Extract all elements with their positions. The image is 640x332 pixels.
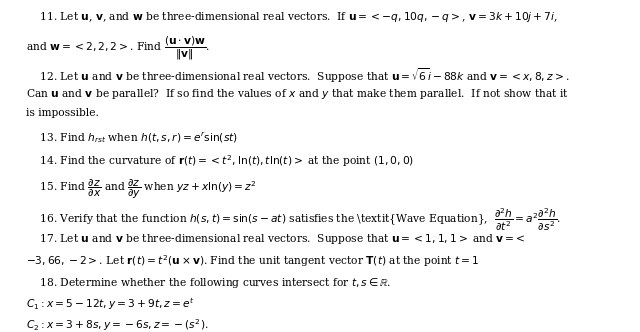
- Text: 11. Let $\mathbf{u}$, $\mathbf{v}$, and $\mathbf{w}$ be three-dimensional real v: 11. Let $\mathbf{u}$, $\mathbf{v}$, and …: [26, 10, 557, 24]
- Text: 16. Verify that the function $h(s,t) = \sin(s-at)$ satisfies the \textit{Wave Eq: 16. Verify that the function $h(s,t) = \…: [26, 207, 561, 233]
- Text: $-3,66,-2>$. Let $\mathbf{r}(t) = t^2(\mathbf{u}\times\mathbf{v})$. Find the uni: $-3,66,-2>$. Let $\mathbf{r}(t) = t^2(\m…: [26, 253, 479, 269]
- Text: 13. Find $h_{rst}$ when $h(t,s,r) = e^r\mathrm{sin}(st)$: 13. Find $h_{rst}$ when $h(t,s,r) = e^r\…: [26, 130, 237, 145]
- Text: 17. Let $\mathbf{u}$ and $\mathbf{v}$ be three-dimensional real vectors.  Suppos: 17. Let $\mathbf{u}$ and $\mathbf{v}$ be…: [26, 232, 525, 246]
- Text: 14. Find the curvature of $\mathbf{r}(t) =<t^2, \mathrm{ln}(t), t\mathrm{ln}(t)>: 14. Find the curvature of $\mathbf{r}(t)…: [26, 153, 413, 169]
- Text: 12. Let $\mathbf{u}$ and $\mathbf{v}$ be three-dimensional real vectors.  Suppos: 12. Let $\mathbf{u}$ and $\mathbf{v}$ be…: [26, 66, 569, 85]
- Text: $C_1: x = 5-12t, y = 3+9t, z = e^t$: $C_1: x = 5-12t, y = 3+9t, z = e^t$: [26, 296, 195, 312]
- Text: 18. Determine whether the following curves intersect for $t,s\in\mathbb{R}$.: 18. Determine whether the following curv…: [26, 276, 391, 290]
- Text: Can $\mathbf{u}$ and $\mathbf{v}$ be parallel?  If so find the values of $x$ and: Can $\mathbf{u}$ and $\mathbf{v}$ be par…: [26, 87, 568, 101]
- Text: is impossible.: is impossible.: [26, 108, 99, 118]
- Text: and $\mathbf{w} =<2,2,2>$. Find $\dfrac{(\mathbf{u}\cdot\mathbf{v})\mathbf{w}}{\: and $\mathbf{w} =<2,2,2>$. Find $\dfrac{…: [26, 35, 209, 62]
- Text: $C_2: x = 3+8s, y = -6s, z = -(s^2)$.: $C_2: x = 3+8s, y = -6s, z = -(s^2)$.: [26, 317, 208, 332]
- Text: 15. Find $\dfrac{\partial z}{\partial x}$ and $\dfrac{\partial z}{\partial y}$ w: 15. Find $\dfrac{\partial z}{\partial x}…: [26, 178, 257, 201]
